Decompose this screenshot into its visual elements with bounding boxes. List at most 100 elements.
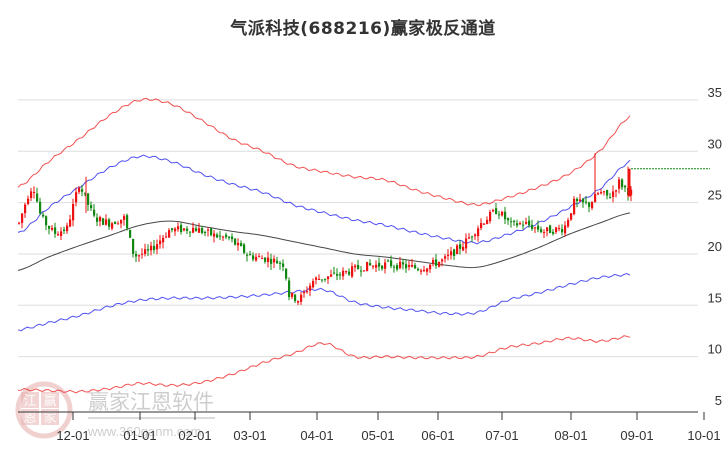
y-tick-label: 35 <box>708 85 722 100</box>
candle-up <box>66 225 69 232</box>
y-tick-label: 5 <box>715 393 722 408</box>
candle-down <box>282 263 285 267</box>
candle-up <box>177 226 180 230</box>
candle-down <box>186 228 189 231</box>
candle-up <box>474 234 477 237</box>
candle-up <box>615 190 618 192</box>
candle-up <box>306 291 309 293</box>
candle-up <box>117 223 120 225</box>
candle-up <box>315 277 318 280</box>
candle-down <box>243 244 246 253</box>
candle-down <box>582 198 585 203</box>
candle-up <box>579 199 582 202</box>
candle-down <box>435 259 438 266</box>
candle-up <box>318 278 321 280</box>
candle-down <box>624 185 627 188</box>
candle-down <box>54 227 57 234</box>
candle-up <box>51 227 54 230</box>
candle-down <box>249 254 252 256</box>
x-tick-label: 08-01 <box>554 428 587 443</box>
candle-down <box>42 214 45 217</box>
candle-up <box>75 192 78 203</box>
candle-down <box>216 234 219 238</box>
x-tick-label: 09-01 <box>620 428 653 443</box>
candle-up <box>261 258 264 260</box>
candle-up <box>630 189 633 196</box>
candle-down <box>102 218 105 225</box>
candle-down <box>405 264 408 269</box>
chart-title: 气派科技(688216)赢家极反通道 <box>230 19 496 39</box>
candle-up <box>501 211 504 216</box>
candle-up <box>345 271 348 273</box>
candle-up <box>543 232 546 234</box>
svg-text:江: 江 <box>23 394 36 409</box>
candle-up <box>519 223 522 225</box>
candle-down <box>276 260 279 264</box>
candle-up <box>477 228 480 237</box>
candle-up <box>258 256 261 258</box>
candle-down <box>522 224 525 226</box>
watermark-url: www.360ganm.com <box>87 424 201 439</box>
candle-up <box>141 253 144 255</box>
candle-up <box>105 219 108 225</box>
candle-down <box>204 232 207 234</box>
candle-up <box>600 192 603 194</box>
candle-up <box>156 244 159 250</box>
candle-up <box>309 285 312 291</box>
candle-up <box>603 191 606 193</box>
band-lower_inner <box>17 272 631 332</box>
candle-up <box>255 256 258 261</box>
grid-lines <box>18 99 698 358</box>
candle-up <box>69 219 72 227</box>
candle-down <box>333 272 336 274</box>
candle-down <box>549 225 552 234</box>
x-tick-label: 10-01 <box>687 428 720 443</box>
candle-up <box>438 261 441 267</box>
candle-up <box>27 198 30 204</box>
candle-up <box>366 261 369 272</box>
svg-text:恩: 恩 <box>23 411 36 426</box>
candle-down <box>531 224 534 230</box>
y-tick-label: 20 <box>708 239 722 254</box>
candle-up <box>207 229 210 231</box>
candle-down <box>537 225 540 230</box>
candle-down <box>96 217 99 222</box>
candle-down <box>234 238 237 245</box>
candle-up <box>456 245 459 255</box>
candle-down <box>201 228 204 233</box>
candle-down <box>321 279 324 281</box>
candle-up <box>525 222 528 224</box>
candle-up <box>570 213 573 220</box>
candle-up <box>618 179 621 189</box>
candle-down <box>147 249 150 251</box>
candle-down <box>93 209 96 216</box>
candle-up <box>159 240 162 245</box>
candle-down <box>285 268 288 279</box>
candle-up <box>465 238 468 249</box>
candle-up <box>492 210 495 212</box>
candle-down <box>381 265 384 269</box>
x-tick-label: 07-01 <box>485 428 518 443</box>
x-tick-label: 01-01 <box>123 428 156 443</box>
band-upper_inner <box>17 154 631 245</box>
candle-down <box>513 220 516 222</box>
candle-up <box>483 223 486 225</box>
candle-down <box>516 223 519 226</box>
candle-up <box>354 265 357 268</box>
candle-up <box>546 227 549 232</box>
candle-up <box>363 270 366 272</box>
x-tick-label: 12-01 <box>56 428 89 443</box>
candle-down <box>453 249 456 256</box>
candle-down <box>357 264 360 270</box>
x-tick-label: 05-01 <box>361 428 394 443</box>
watermark: 江赢恩 家 赢家江恩软件 www.360ganm.com <box>15 381 215 439</box>
y-tick-label: 15 <box>708 290 722 305</box>
candle-down <box>324 278 327 280</box>
candle-down <box>609 197 612 199</box>
candle-up <box>450 251 453 256</box>
candle-down <box>378 262 381 267</box>
candle-up <box>237 242 240 246</box>
candle-up <box>573 198 576 215</box>
candle-up <box>480 223 483 229</box>
candle-up <box>78 188 81 192</box>
